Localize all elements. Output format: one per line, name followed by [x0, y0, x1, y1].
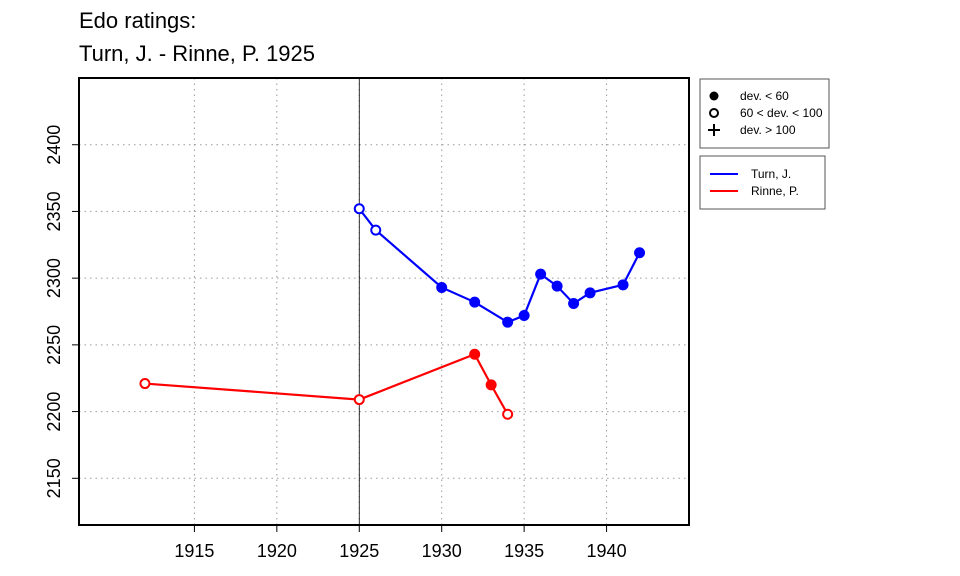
data-point: [584, 287, 596, 299]
data-point: [518, 310, 530, 322]
legend-marker-filled-circle: [709, 91, 719, 101]
data-point: [436, 281, 448, 293]
data-point: [568, 298, 580, 310]
x-tick-label: 1935: [504, 541, 544, 561]
x-tick-label: 1915: [174, 541, 214, 561]
series-line: [144, 352, 509, 415]
x-tick-label: 1940: [587, 541, 627, 561]
data-point: [469, 296, 481, 308]
marker-legend-box: [699, 78, 830, 149]
data-point: [634, 247, 646, 259]
y-tick-label: 2250: [44, 325, 64, 365]
data-point: [551, 280, 563, 292]
data-point: [617, 279, 629, 291]
y-tick-label: 2300: [44, 258, 64, 298]
legend-label: 60 < dev. < 100: [740, 106, 823, 120]
legend-label: Rinne, P.: [751, 184, 799, 198]
data-point: [535, 268, 547, 280]
chart-subtitle: Turn, J. - Rinne, P. 1925: [79, 41, 316, 66]
x-tick-label: 1930: [422, 541, 462, 561]
plot-frame: [78, 77, 690, 526]
y-tick-label: 2400: [44, 125, 64, 165]
data-point: [139, 378, 151, 390]
data-point: [502, 408, 514, 420]
legend-label: dev. > 100: [740, 123, 796, 137]
data-point: [502, 316, 514, 328]
x-tick-label: 1920: [257, 541, 297, 561]
x-tick-label: 1925: [339, 541, 379, 561]
data-point: [370, 224, 382, 236]
data-point: [353, 394, 365, 406]
data-point: [353, 203, 365, 215]
y-tick-label: 2200: [44, 392, 64, 432]
legend-marker-plus: [708, 124, 720, 136]
legend-label: dev. < 60: [740, 89, 789, 103]
y-tick-label: 2150: [44, 458, 64, 498]
legend-label: Turn, J.: [751, 167, 791, 181]
y-tick-label: 2350: [44, 191, 64, 231]
series-legend-box: [699, 155, 826, 210]
data-point: [469, 348, 481, 360]
data-point: [485, 379, 497, 391]
chart-title: Edo ratings:: [79, 8, 197, 33]
legend-marker-open-circle: [709, 108, 719, 118]
series-line: [358, 208, 641, 324]
